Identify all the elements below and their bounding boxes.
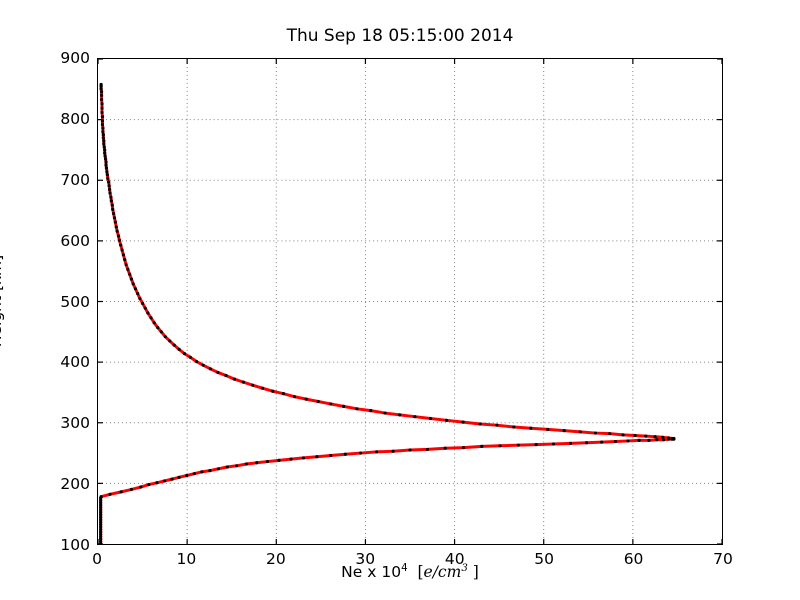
plot-axes: [97, 58, 723, 545]
data-series-ne-profile: [99, 82, 676, 544]
y-tick-label: 600: [60, 231, 90, 250]
gridlines: [98, 59, 722, 544]
x-axis-title-prefix: Ne x 10: [341, 563, 402, 581]
x-tick-label: 10: [176, 550, 197, 568]
x-tick-label: 30: [355, 550, 376, 568]
y-tick-label: 200: [60, 475, 90, 494]
x-axis-title: Ne x 104 [e/cm3 ]: [97, 563, 723, 581]
x-tick-label: 40: [444, 550, 465, 568]
chart-title: Thu Sep 18 05:15:00 2014: [286, 26, 514, 46]
y-axis-tick-labels: 100 200 300 400 500 600 700 800 900: [40, 49, 90, 554]
x-tick-label: 20: [265, 550, 286, 568]
x-tick-label: 60: [623, 550, 644, 568]
x-tick-label: 0: [92, 550, 102, 568]
x-axis-title-exponent: 4: [401, 562, 408, 574]
plot-area: [98, 59, 722, 544]
x-axis-unit-close: ]: [472, 563, 479, 581]
x-tick-label: 70: [713, 550, 733, 568]
x-axis-unit-open: [: [417, 563, 424, 581]
y-tick-label: 300: [60, 414, 90, 433]
y-tick-label: 700: [60, 170, 90, 189]
y-tick-label: 800: [60, 109, 90, 128]
x-axis-unit-slash: /: [432, 563, 438, 581]
x-axis-unit-electron: e: [423, 563, 433, 581]
y-tick-label: 900: [60, 49, 90, 67]
y-tick-label: 500: [60, 292, 90, 311]
tick-marks: [98, 59, 722, 544]
x-axis-tick-labels: 0 10 20 30 40 50 60 70: [92, 550, 733, 574]
y-axis-title: Height [km]: [0, 254, 5, 348]
x-axis-unit-cm: cm: [437, 563, 462, 581]
y-tick-label: 400: [60, 353, 90, 372]
y-tick-label: 100: [60, 536, 90, 554]
x-tick-label: 50: [534, 550, 555, 568]
x-axis-unit-exponent: 3: [461, 562, 468, 574]
